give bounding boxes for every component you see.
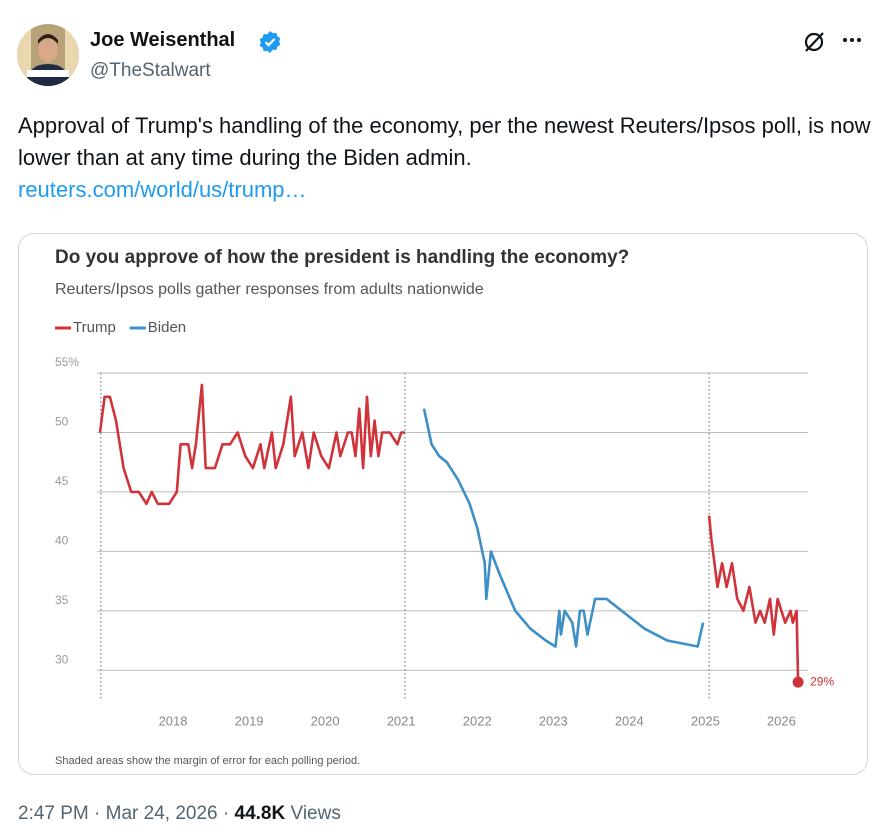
meta: 2:47 PM · Mar 24, 2026 · 44.8K Views — [18, 803, 341, 825]
x-tick-label: 2018 — [159, 713, 188, 728]
chart-subtitle: Reuters/Ipsos polls gather responses fro… — [55, 281, 484, 298]
legend-label: Trump — [73, 319, 116, 336]
series-line — [422, 408, 705, 648]
x-tick-label: 2020 — [311, 713, 340, 728]
chart-title: Do you approve of how the president is h… — [55, 247, 629, 268]
x-tick-label: 2025 — [691, 713, 720, 728]
x-tick-label: 2021 — [387, 713, 416, 728]
chart: Do you approve of how the president is h… — [55, 247, 834, 767]
series-line — [98, 383, 800, 683]
annotation: 29% — [810, 674, 834, 688]
x-tick-label: 2026 — [767, 713, 796, 728]
avatar[interactable] — [17, 24, 79, 86]
link[interactable]: reuters.com/world/us/trump… — [18, 177, 307, 202]
x-tick-label: 2023 — [539, 713, 568, 728]
y-tick-label: 35 — [55, 593, 69, 607]
end-point — [792, 676, 804, 688]
y-tick-label: 45 — [55, 474, 69, 488]
x-tick-label: 2019 — [235, 713, 264, 728]
y-tick-label: 50 — [55, 415, 69, 429]
time[interactable]: 2:47 PM — [18, 803, 89, 824]
more-icon[interactable] — [840, 32, 866, 48]
card[interactable] — [18, 233, 868, 775]
views-label: Views — [290, 803, 341, 824]
tweet-text: Approval of Trump's handling of the econ… — [18, 110, 878, 206]
tweet-body: Approval of Trump's handling of the econ… — [18, 113, 871, 170]
y-tick-label: 40 — [55, 534, 69, 548]
verified-badge — [259, 31, 281, 53]
y-tick-label: 55% — [55, 355, 79, 369]
views-count: 44.8K — [234, 803, 286, 824]
y-tick-label: 30 — [55, 652, 69, 666]
author-handle[interactable]: @TheStalwart — [90, 60, 211, 81]
grok-icon[interactable] — [802, 29, 828, 55]
legend-label: Biden — [148, 319, 186, 336]
date[interactable]: Mar 24, 2026 — [105, 803, 218, 824]
separator: · — [222, 803, 230, 824]
separator: · — [94, 803, 101, 824]
x-tick-label: 2022 — [463, 713, 492, 728]
author-name[interactable]: Joe Weisenthal — [90, 29, 236, 51]
x-tick-label: 2024 — [615, 713, 644, 728]
footnote: Shaded areas show the margin of error fo… — [55, 755, 360, 767]
